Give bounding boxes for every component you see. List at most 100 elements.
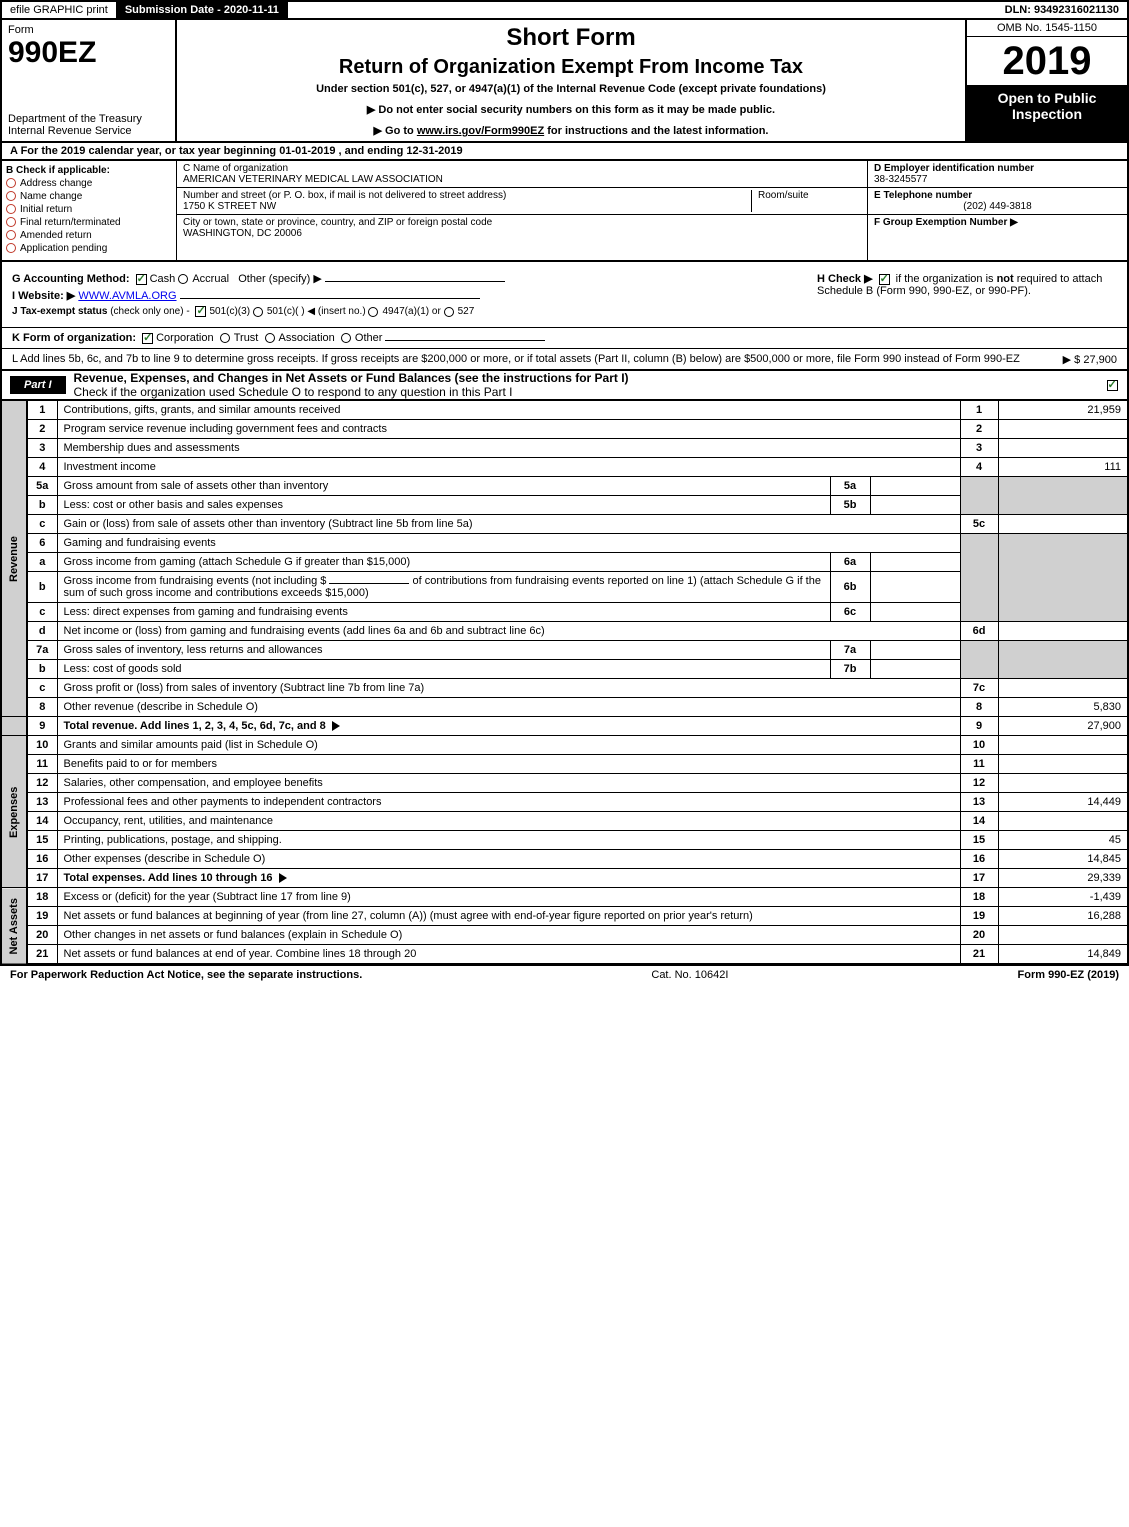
f-label: F Group Exemption Number ▶ [874, 217, 1121, 228]
row-15-ln: 15 [960, 831, 998, 850]
dln-label: DLN: 93492316021130 [997, 2, 1127, 18]
checkbox-501c3[interactable] [195, 306, 206, 317]
b-item-0: Address change [20, 178, 92, 189]
row-6-num: 6 [27, 534, 57, 553]
footer-cat-no: Cat. No. 10642I [362, 969, 1017, 981]
tax-year: 2019 [967, 37, 1127, 86]
row-2-val [998, 420, 1128, 439]
b-item-3: Final return/terminated [20, 217, 121, 228]
row-7a-desc: Gross sales of inventory, less returns a… [64, 644, 323, 656]
row-8-desc: Other revenue (describe in Schedule O) [64, 701, 258, 713]
row-21-ln: 21 [960, 945, 998, 965]
checkbox-corporation[interactable] [142, 333, 153, 344]
row-6c-sub: 6c [830, 603, 870, 622]
row-16-val: 14,845 [998, 850, 1128, 869]
row-17-desc: Total expenses. Add lines 10 through 16 [64, 872, 273, 884]
row-11-num: 11 [27, 755, 57, 774]
row-6a-subval [870, 553, 960, 572]
checkbox-amended-return[interactable] [6, 230, 16, 240]
checkbox-other[interactable] [341, 333, 351, 343]
b-item-2: Initial return [20, 204, 72, 215]
row-12-val [998, 774, 1128, 793]
checkbox-association[interactable] [265, 333, 275, 343]
checkbox-h[interactable] [879, 274, 890, 285]
j-label: J Tax-exempt status [12, 306, 107, 317]
row-10-desc: Grants and similar amounts paid (list in… [64, 739, 318, 751]
row-11-val [998, 755, 1128, 774]
line-a: A For the 2019 calendar year, or tax yea… [0, 143, 1129, 161]
row-19-desc: Net assets or fund balances at beginning… [64, 910, 753, 922]
checkbox-accrual[interactable] [178, 274, 188, 284]
row-11-ln: 11 [960, 755, 998, 774]
line-l: L Add lines 5b, 6c, and 7b to line 9 to … [0, 349, 1129, 371]
row-10-ln: 10 [960, 736, 998, 755]
j-501c: 501(c)( ) [267, 306, 305, 317]
part-1-header: Part I Revenue, Expenses, and Changes in… [0, 371, 1129, 400]
irs-label: Internal Revenue Service [8, 125, 169, 137]
row-6d-val [998, 622, 1128, 641]
row-17-num: 17 [27, 869, 57, 888]
g-accrual: Accrual [192, 273, 229, 285]
revenue-side-label: Revenue [1, 401, 27, 717]
row-18-ln: 18 [960, 888, 998, 907]
efile-print-button[interactable]: efile GRAPHIC print [2, 2, 117, 18]
row-6c-num: c [27, 603, 57, 622]
row-13-val: 14,449 [998, 793, 1128, 812]
row-15-desc: Printing, publications, postage, and shi… [64, 834, 282, 846]
checkbox-schedule-o[interactable] [1107, 380, 1118, 391]
b-item-5: Application pending [20, 243, 107, 254]
row-6d-num: d [27, 622, 57, 641]
submission-date-button[interactable]: Submission Date - 2020-11-11 [117, 2, 288, 18]
row-21-val: 14,849 [998, 945, 1128, 965]
checkbox-501c[interactable] [253, 307, 263, 317]
row-6c-subval [870, 603, 960, 622]
row-17-val: 29,339 [998, 869, 1128, 888]
checkbox-initial-return[interactable] [6, 204, 16, 214]
row-13-num: 13 [27, 793, 57, 812]
irs-link[interactable]: www.irs.gov/Form990EZ [417, 125, 544, 137]
row-21-num: 21 [27, 945, 57, 965]
website-link[interactable]: WWW.AVMLA.ORG [78, 290, 176, 302]
row-2-ln: 2 [960, 420, 998, 439]
checkbox-527[interactable] [444, 307, 454, 317]
part-1-title: Revenue, Expenses, and Changes in Net As… [74, 371, 1097, 399]
j-insert: ◀ (insert no.) [307, 306, 365, 317]
g-cash: Cash [150, 273, 176, 285]
row-5b-num: b [27, 496, 57, 515]
page-footer: For Paperwork Reduction Act Notice, see … [0, 965, 1129, 984]
row-14-num: 14 [27, 812, 57, 831]
g-i-j-left: G Accounting Method: Cash Accrual Other … [12, 268, 777, 321]
short-form-title: Short Form [185, 24, 957, 52]
row-4-ln: 4 [960, 458, 998, 477]
checkbox-cash[interactable] [136, 274, 147, 285]
row-2-desc: Program service revenue including govern… [64, 423, 387, 435]
checkbox-trust[interactable] [220, 333, 230, 343]
checkbox-final-return[interactable] [6, 217, 16, 227]
row-13-ln: 13 [960, 793, 998, 812]
row-7a-subval [870, 641, 960, 660]
goto-post: for instructions and the latest informat… [544, 125, 768, 137]
row-3-desc: Membership dues and assessments [64, 442, 240, 454]
row-16-desc: Other expenses (describe in Schedule O) [64, 853, 266, 865]
checkbox-name-change[interactable] [6, 191, 16, 201]
expenses-side-label: Expenses [1, 736, 27, 888]
row-5a-sub: 5a [830, 477, 870, 496]
row-6-desc: Gaming and fundraising events [64, 537, 216, 549]
header-right: OMB No. 1545-1150 2019 Open to Public In… [967, 20, 1127, 141]
row-1-val: 21,959 [998, 401, 1128, 420]
k-label: K Form of organization: [12, 332, 136, 344]
c-street-value: 1750 K STREET NW [183, 201, 751, 212]
g-other: Other (specify) ▶ [238, 273, 322, 285]
row-10-num: 10 [27, 736, 57, 755]
form-header: Form 990EZ Department of the Treasury In… [0, 20, 1129, 143]
arrow-icon [332, 721, 340, 731]
row-5b-sub: 5b [830, 496, 870, 515]
h-not: not [997, 273, 1014, 285]
checkbox-application-pending[interactable] [6, 243, 16, 253]
row-7b-subval [870, 660, 960, 679]
checkbox-address-change[interactable] [6, 178, 16, 188]
row-7a-num: 7a [27, 641, 57, 660]
j-527: 527 [458, 306, 475, 317]
checkbox-4947[interactable] [368, 307, 378, 317]
row-7b-sub: 7b [830, 660, 870, 679]
